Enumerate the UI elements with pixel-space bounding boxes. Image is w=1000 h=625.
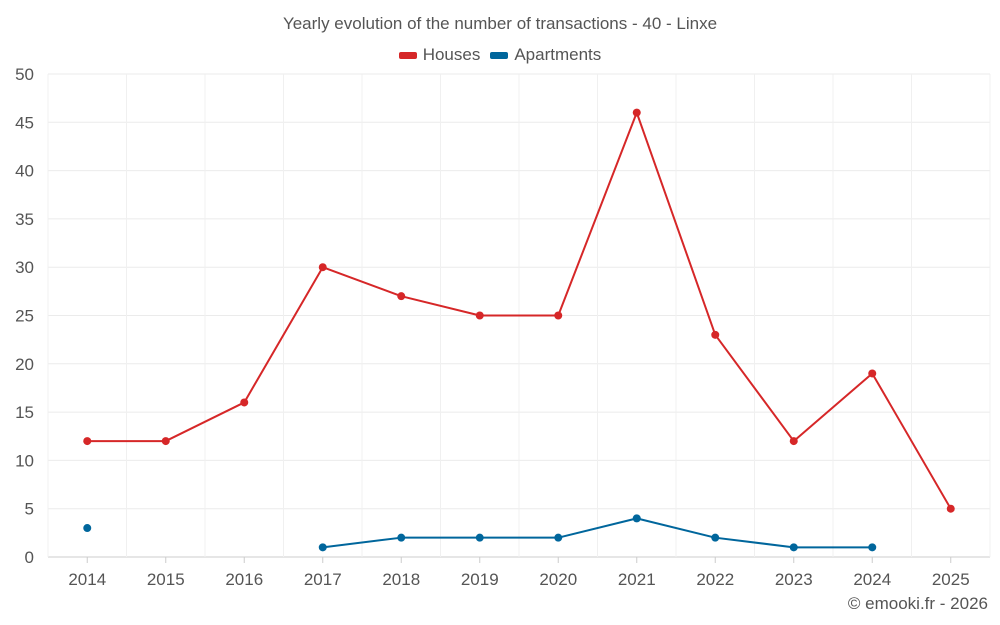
data-point-apartments[interactable]: [318, 543, 327, 552]
y-tick-label: 5: [25, 500, 34, 519]
data-point-houses[interactable]: [554, 311, 563, 320]
legend-swatch-houses: [398, 51, 417, 59]
x-tick-label: 2016: [225, 570, 263, 589]
data-point-houses[interactable]: [318, 263, 327, 272]
x-tick-label: 2015: [147, 570, 185, 589]
y-tick-label: 20: [15, 355, 34, 374]
series-line-houses: [87, 111, 952, 510]
data-point-houses[interactable]: [240, 398, 249, 407]
series-line-apartments: [322, 517, 873, 549]
data-point-houses[interactable]: [789, 437, 798, 446]
y-tick-label: 35: [15, 210, 34, 229]
y-tick-label: 0: [25, 548, 34, 567]
legend-label-apartments: Apartments: [514, 45, 602, 64]
data-point-houses[interactable]: [161, 437, 170, 446]
data-point-apartments[interactable]: [632, 514, 641, 523]
data-point-houses[interactable]: [397, 292, 406, 301]
data-point-apartments[interactable]: [397, 533, 406, 542]
data-point-apartments[interactable]: [789, 543, 798, 552]
y-tick-label: 10: [15, 451, 34, 470]
data-point-apartments[interactable]: [554, 533, 563, 542]
x-tick-label: 2023: [775, 570, 813, 589]
data-point-houses[interactable]: [83, 437, 92, 446]
y-tick-label: 25: [15, 307, 34, 326]
x-tick-label: 2020: [539, 570, 577, 589]
y-tick-label: 50: [15, 65, 34, 84]
credit-text: © emooki.fr - 2026: [847, 594, 988, 613]
legend-swatch-apartments: [490, 51, 509, 59]
data-point-apartments[interactable]: [868, 543, 877, 552]
series-apartments: [83, 514, 877, 552]
x-tick-label: 2019: [461, 570, 499, 589]
legend-label-houses: Houses: [422, 45, 481, 64]
data-point-houses[interactable]: [946, 504, 955, 513]
data-point-houses[interactable]: [632, 108, 641, 117]
legend-item-apartments[interactable]: Apartments: [490, 45, 601, 65]
data-point-apartments[interactable]: [711, 533, 720, 542]
y-tick-label: 15: [15, 403, 34, 422]
data-point-apartments[interactable]: [475, 533, 484, 542]
x-tick-label: 2021: [618, 570, 656, 589]
legend-item-houses[interactable]: Houses: [398, 45, 481, 65]
x-tick-label: 2014: [68, 570, 106, 589]
series: [83, 108, 955, 552]
legend: Houses Apartments: [0, 45, 1000, 65]
data-point-houses[interactable]: [868, 369, 877, 378]
chart-title: Yearly evolution of the number of transa…: [282, 14, 718, 33]
x-tick-label: 2018: [382, 570, 420, 589]
y-tick-label: 45: [15, 113, 34, 132]
x-tick-label: 2024: [853, 570, 891, 589]
data-point-apartments[interactable]: [83, 524, 92, 533]
y-tick-label: 40: [15, 162, 34, 181]
x-tick-label: 2017: [304, 570, 342, 589]
x-tick-label: 2022: [696, 570, 734, 589]
series-houses: [83, 108, 955, 513]
x-tick-label: 2025: [932, 570, 970, 589]
y-tick-label: 30: [15, 258, 34, 277]
data-point-houses[interactable]: [475, 311, 484, 320]
data-point-houses[interactable]: [711, 330, 720, 339]
